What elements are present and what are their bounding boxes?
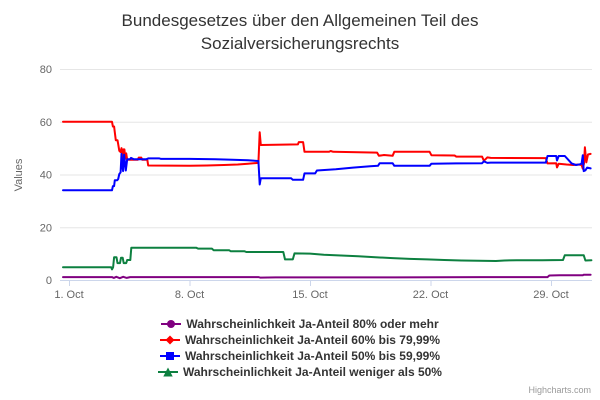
y-axis-tick-label: 0 [46, 275, 52, 287]
legend-item-80-oder-mehr[interactable]: Wahrscheinlichkeit Ja-Anteil 80% oder me… [161, 317, 439, 331]
x-axis-tick-label: 8. Oct [175, 289, 204, 301]
legend-label: Wahrscheinlichkeit Ja-Anteil 50% bis 59,… [185, 349, 440, 363]
x-axis-tick-label: 1. Oct [54, 289, 83, 301]
series-line-0[interactable] [62, 273, 592, 280]
highcharts-credit-link[interactable]: Highcharts.com [528, 385, 591, 395]
legend-label: Wahrscheinlichkeit Ja-Anteil 80% oder me… [186, 317, 439, 331]
square-marker-icon [160, 352, 180, 360]
y-axis-tick-label: 40 [40, 170, 52, 182]
legend-item-50-bis-59[interactable]: Wahrscheinlichkeit Ja-Anteil 50% bis 59,… [160, 349, 440, 363]
legend-label: Wahrscheinlichkeit Ja-Anteil weniger als… [183, 365, 442, 379]
x-axis-tick-label: 22. Oct [413, 289, 448, 301]
y-axis-tick-label: 20 [40, 222, 52, 234]
x-axis-tick-label: 15. Oct [292, 289, 327, 301]
legend-item-60-bis-79[interactable]: Wahrscheinlichkeit Ja-Anteil 60% bis 79,… [160, 333, 440, 347]
y-axis-tick-label: 60 [40, 117, 52, 129]
series-line-3[interactable] [62, 246, 593, 271]
circle-marker-icon [161, 320, 182, 328]
triangle-marker-icon [158, 367, 178, 377]
y-axis-tick-label: 80 [40, 64, 52, 76]
legend-label: Wahrscheinlichkeit Ja-Anteil 60% bis 79,… [185, 333, 440, 347]
series-line-2[interactable] [62, 152, 592, 192]
chart-title: Bundesgesetzes über den Allgemeinen Teil… [121, 11, 479, 53]
legend: Wahrscheinlichkeit Ja-Anteil 80% oder me… [0, 317, 600, 379]
diamond-marker-icon [160, 335, 180, 345]
legend-item-weniger-als-50[interactable]: Wahrscheinlichkeit Ja-Anteil weniger als… [158, 365, 442, 379]
x-axis-tick-label: 29. Oct [533, 289, 568, 301]
